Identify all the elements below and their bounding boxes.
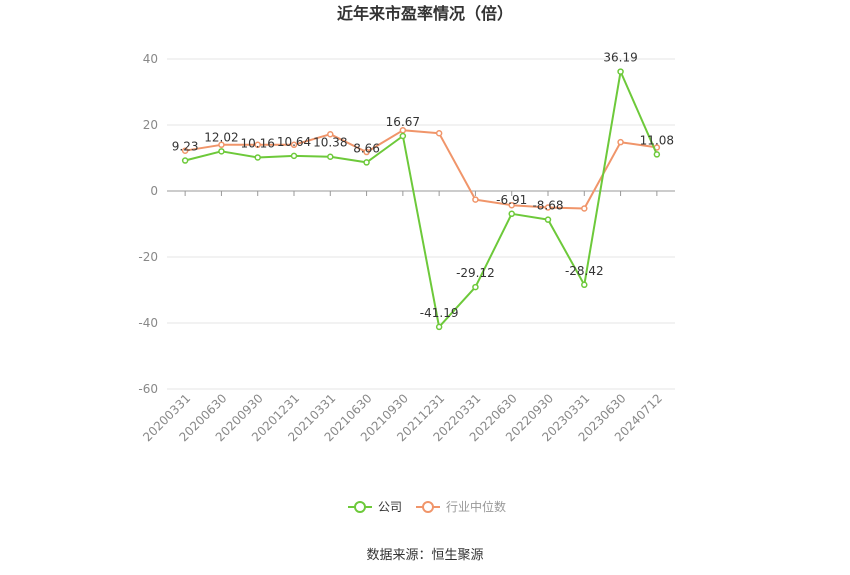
data-point[interactable] [181, 157, 189, 164]
data-point[interactable] [181, 147, 189, 154]
legend: 公司 行业中位数 [348, 499, 506, 514]
data-point[interactable] [363, 148, 370, 156]
data-point[interactable] [290, 152, 298, 160]
chart-title: 近年来市盈率情况（倍） [337, 4, 513, 23]
data-point[interactable] [581, 281, 588, 289]
y-tick-label: 40 [143, 52, 158, 66]
grid-lines [167, 58, 675, 390]
y-tick-label: -60 [138, 382, 158, 396]
data-source: 数据来源：恒生聚源 [366, 548, 483, 563]
data-label: -41.19 [420, 306, 459, 320]
data-label: 10.38 [313, 136, 347, 150]
y-tick-label: -20 [138, 250, 158, 264]
data-label: 9.23 [172, 140, 199, 154]
data-label: 12.02 [204, 130, 238, 144]
legend-item-industry-median[interactable]: 行业中位数 [416, 499, 506, 514]
data-point[interactable] [435, 130, 443, 137]
series-line-company [184, 70, 658, 328]
data-label: 36.19 [603, 51, 637, 65]
data-point[interactable] [290, 141, 298, 149]
data-label: 10.16 [241, 136, 275, 150]
data-point[interactable] [653, 151, 661, 158]
y-tick-label: 0 [150, 184, 158, 198]
data-label: -29.12 [456, 266, 495, 280]
data-label: -28.42 [565, 264, 604, 278]
data-labels: 9.23 12.02 10.16 10.64 10.38 8.66 16.67 -41.19 -… [172, 51, 674, 320]
y-axis: 40 20 0 -20 -40 -60 [138, 52, 158, 396]
legend-label-company: 公司 [378, 500, 402, 514]
data-label: 16.67 [386, 115, 420, 129]
data-label: -6.91 [496, 193, 527, 207]
y-tick-label: 20 [143, 118, 158, 132]
data-point[interactable] [617, 138, 624, 146]
legend-label-industry-median: 行业中位数 [446, 499, 506, 514]
data-point[interactable] [327, 130, 334, 138]
data-point[interactable] [218, 141, 225, 149]
data-label: 8.66 [353, 141, 380, 155]
legend-marker-industry-median [422, 501, 434, 513]
data-point[interactable] [508, 201, 515, 209]
legend-marker-company [354, 501, 366, 513]
data-point[interactable] [508, 210, 515, 218]
data-point[interactable] [218, 148, 225, 155]
y-tick-label: -40 [138, 316, 158, 330]
data-point[interactable] [472, 196, 479, 203]
data-point[interactable] [544, 204, 552, 211]
data-label: 11.08 [640, 133, 674, 147]
data-label: 10.64 [277, 135, 311, 149]
data-label: -8.68 [532, 199, 563, 213]
data-point[interactable] [399, 132, 407, 140]
series-layer [181, 68, 661, 331]
data-point[interactable] [327, 153, 334, 160]
data-point[interactable] [254, 141, 261, 149]
data-point[interactable] [544, 216, 552, 223]
data-point[interactable] [581, 205, 588, 212]
data-point[interactable] [254, 154, 261, 161]
data-point[interactable] [363, 159, 370, 166]
series-line-industry-median [184, 129, 658, 210]
data-point[interactable] [435, 323, 443, 331]
legend-item-company[interactable]: 公司 [348, 500, 402, 514]
data-point[interactable] [617, 68, 624, 75]
data-point[interactable] [472, 283, 479, 291]
